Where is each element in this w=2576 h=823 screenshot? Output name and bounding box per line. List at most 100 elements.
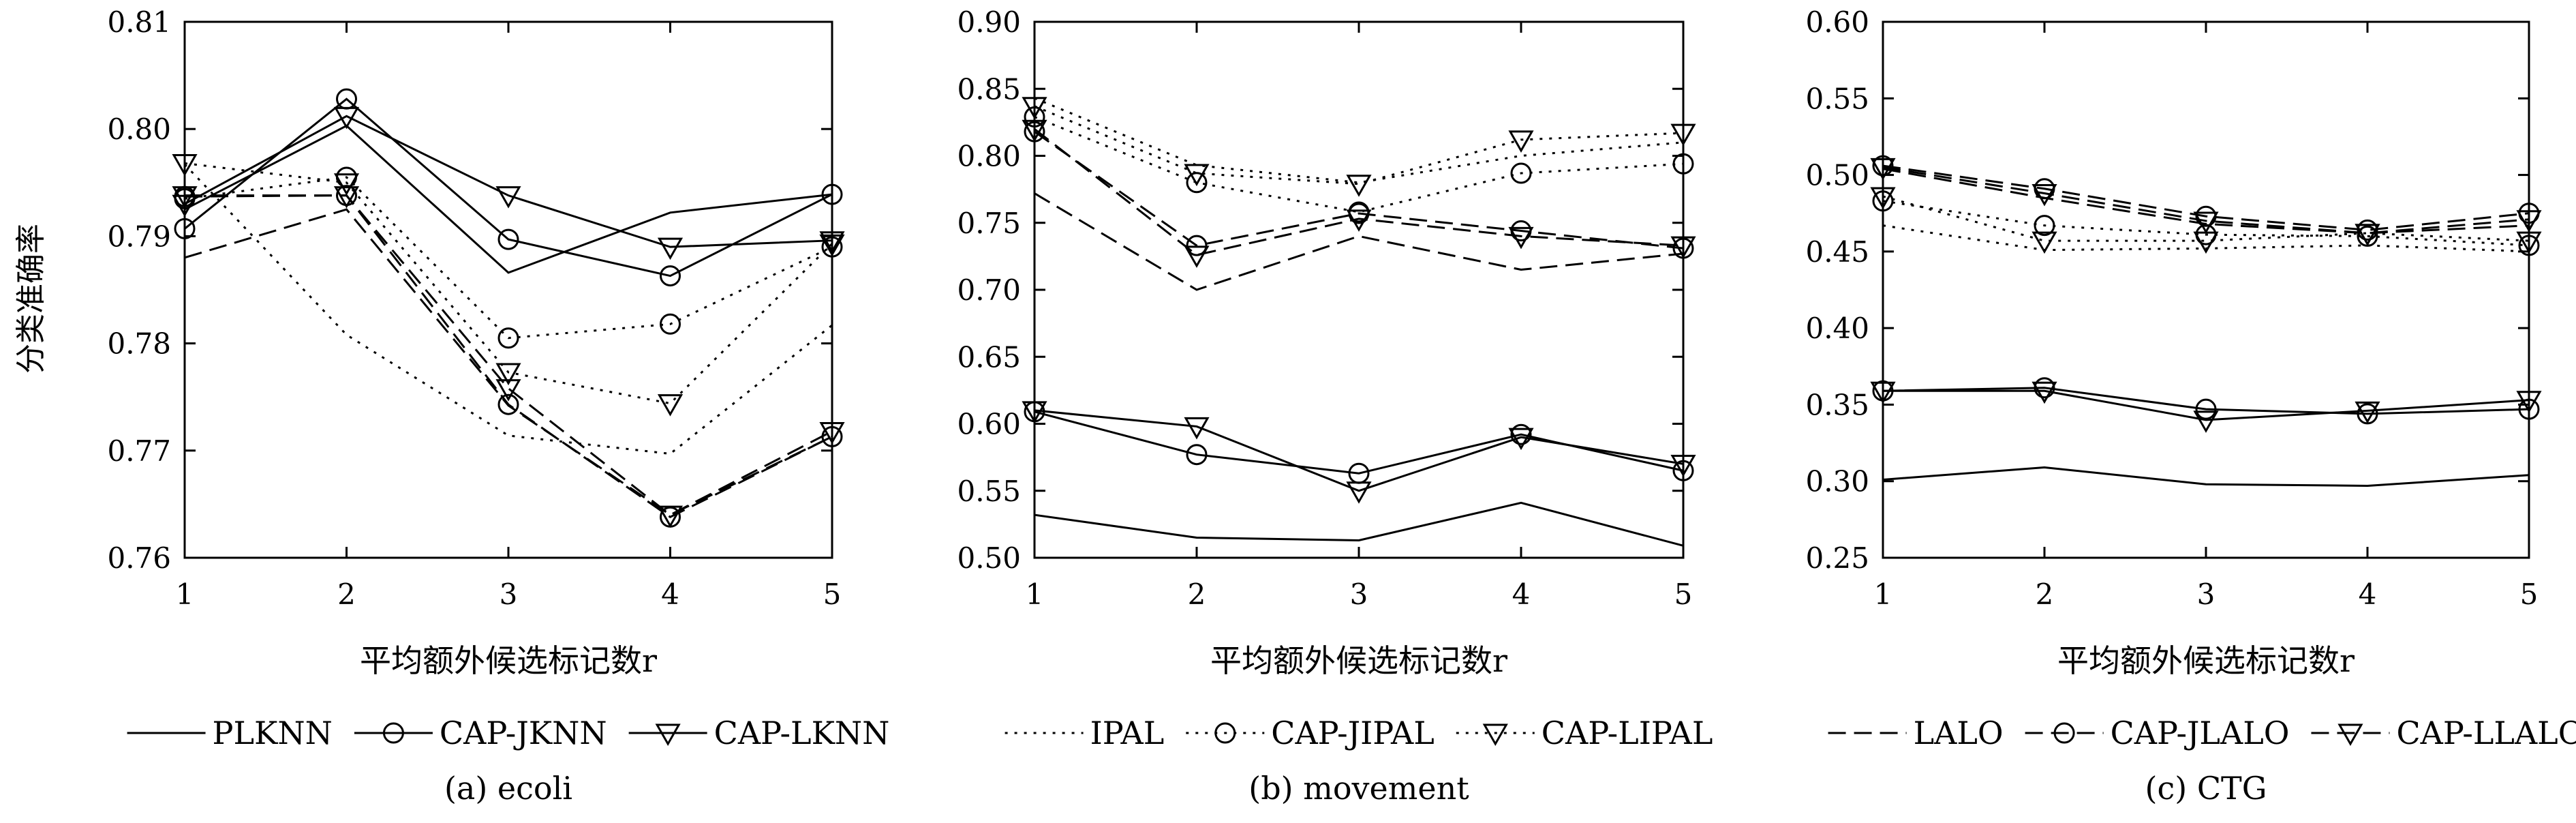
data-point	[495, 363, 521, 386]
subfigure-caption: (c) CTG	[2145, 770, 2267, 807]
legend-label: CAP-LIPAL	[1542, 715, 1713, 751]
series-path	[1882, 164, 2530, 231]
series-path	[1034, 128, 1684, 256]
y-tick-label: 0.50	[1805, 159, 1869, 192]
x-tick-label: 5	[1674, 578, 1693, 611]
series-line-7	[1034, 192, 1684, 291]
legend-label: CAP-JKNN	[440, 715, 607, 751]
y-tick-label: 0.77	[107, 434, 171, 468]
y-tick-label: 0.50	[957, 541, 1021, 575]
data-point	[819, 231, 845, 254]
data-point	[495, 379, 521, 402]
data-point	[1872, 190, 1894, 212]
y-tick-label: 0.80	[107, 113, 171, 146]
data-point	[1508, 226, 1534, 250]
series-line-9	[1022, 119, 1696, 268]
legend-label: CAP-JIPAL	[1271, 715, 1435, 751]
series-path	[184, 115, 833, 248]
series-path	[1034, 409, 1684, 492]
subfigure-caption: (b) movement	[1248, 770, 1469, 807]
x-axis-label: 平均额外候选标记数r	[1210, 642, 1507, 679]
data-point	[2031, 184, 2057, 207]
data-point	[1508, 130, 1534, 153]
data-point	[1346, 481, 1372, 504]
y-tick-label: 0.79	[107, 220, 171, 253]
y-tick-label: 0.80	[957, 140, 1021, 173]
data-point	[1024, 106, 1045, 128]
x-tick-label: 1	[1026, 578, 1044, 611]
data-point	[819, 234, 845, 257]
x-tick-label: 4	[2359, 578, 2377, 611]
data-point	[1186, 235, 1208, 256]
series-line-4	[1882, 224, 2530, 253]
data-point	[1870, 158, 1896, 181]
data-point	[1508, 428, 1534, 451]
plot-frame	[183, 20, 833, 559]
series-path	[1882, 200, 2530, 247]
y-tick-label: 0.90	[957, 5, 1021, 39]
data-point	[2355, 401, 2380, 424]
series-path	[1882, 466, 2530, 487]
data-point	[2518, 398, 2540, 420]
legend: LALO CAP-JLALO CAP-LLALO	[1828, 715, 2576, 751]
x-tick-label: 5	[2520, 578, 2539, 611]
y-tick-label: 0.45	[1805, 235, 1869, 269]
legend-marker	[382, 722, 404, 744]
panel-movement: 0.50 0.55 0.60 0.65 0.70 0.75 0.80 0.85 0.90 1 2 3 4…	[957, 5, 1713, 807]
series-path	[184, 162, 833, 405]
data-point	[2031, 231, 2057, 254]
legend-label: CAP-JLALO	[2111, 715, 2290, 751]
data-point	[497, 393, 519, 415]
data-point	[657, 505, 684, 528]
data-point	[1670, 123, 1696, 147]
series-line-1	[1882, 466, 2530, 487]
plot-frame	[1033, 20, 1685, 559]
y-axis-label: 分类准确率	[14, 224, 48, 374]
legend-label: PLKNN	[213, 715, 333, 751]
panel-ctg: 0.25 0.30 0.35 0.40 0.45 0.50 0.55 0.60 1 2 3 4 5 平均额…	[1805, 5, 2576, 807]
x-axis-label: 平均额外候选标记数r	[360, 642, 657, 679]
data-point	[2193, 410, 2219, 433]
data-point	[2034, 215, 2055, 237]
data-point	[1870, 187, 1896, 210]
series-path	[1882, 166, 2530, 235]
x-tick-label: 4	[661, 578, 679, 611]
y-tick-label: 0.35	[1805, 388, 1869, 421]
series-path	[1034, 192, 1684, 291]
legend-label: IPAL	[1090, 715, 1165, 751]
x-axis-label: 平均额外候选标记数r	[2057, 642, 2355, 679]
data-point	[2516, 391, 2542, 413]
x-tick-label: 2	[2036, 578, 2054, 611]
data-point	[2516, 231, 2542, 254]
data-point	[333, 186, 360, 209]
series-line-8	[174, 185, 843, 528]
data-point	[660, 265, 681, 287]
y-tick-label: 0.30	[1805, 465, 1869, 498]
data-point	[1672, 153, 1694, 175]
series-path	[1034, 116, 1684, 213]
series-path	[1882, 195, 2530, 242]
series-line-3	[172, 106, 845, 260]
legend: IPAL CAP-JIPAL CAP-LIPAL	[1005, 715, 1713, 751]
series-line-2	[1024, 401, 1694, 484]
data-point	[1186, 444, 1208, 466]
x-tick-label: 3	[2197, 578, 2215, 611]
y-tick-label: 0.65	[957, 340, 1021, 374]
data-point	[2195, 398, 2217, 420]
series-line-2	[174, 88, 843, 287]
legend: PLKNN CAP-JKNN CAP-LKNN	[127, 715, 889, 751]
series-line-1	[184, 124, 833, 274]
data-point	[1346, 209, 1372, 232]
legend-label: CAP-LLALO	[2396, 715, 2576, 751]
x-tick-label: 2	[1188, 578, 1206, 611]
data-point	[1346, 175, 1372, 197]
series-line-3	[1870, 381, 2542, 433]
data-point	[2031, 381, 2057, 404]
y-tick-label: 0.78	[107, 327, 171, 361]
legend-marker	[1482, 723, 1508, 747]
y-tick-label: 0.76	[107, 541, 171, 575]
data-point	[657, 394, 684, 417]
legend-marker	[1214, 722, 1236, 744]
data-point	[1184, 417, 1210, 440]
series-path	[184, 98, 833, 278]
